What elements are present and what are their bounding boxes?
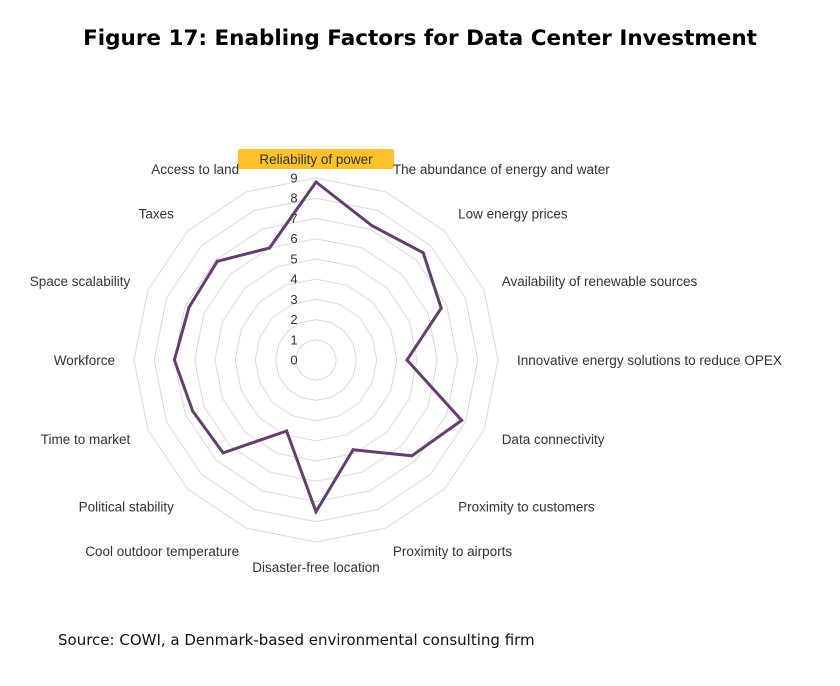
data-point xyxy=(460,418,464,422)
tick-label: 6 xyxy=(290,231,297,246)
category-label: Proximity to customers xyxy=(458,499,595,514)
category-label: Time to market xyxy=(41,432,131,447)
data-point xyxy=(268,246,272,250)
grid-ring xyxy=(153,197,479,523)
category-label: Availability of renewable sources xyxy=(502,274,698,289)
grid-ring xyxy=(133,177,499,543)
tick-label: 1 xyxy=(290,332,297,347)
tick-label: 9 xyxy=(290,171,297,186)
grid-ring xyxy=(295,339,337,381)
tick-label: 7 xyxy=(290,211,297,226)
tick-label: 3 xyxy=(290,292,297,307)
chart-title: Figure 17: Enabling Factors for Data Cen… xyxy=(83,26,757,51)
category-label: The abundance of energy and water xyxy=(393,162,610,177)
highlight-box xyxy=(238,149,394,169)
radial-tick-labels: 0 1 2 3 4 5 6 7 8 9 xyxy=(290,171,297,368)
tick-label: 8 xyxy=(290,191,297,206)
category-label: Proximity to airports xyxy=(393,544,513,559)
tick-label: 4 xyxy=(290,272,297,287)
category-label: Taxes xyxy=(139,207,175,222)
category-label: Cool outdoor temperature xyxy=(85,544,239,559)
category-label: Space scalability xyxy=(30,274,131,289)
data-point xyxy=(215,259,219,263)
data-point xyxy=(351,448,355,452)
data-point xyxy=(439,306,443,310)
category-label: Low energy prices xyxy=(458,207,568,222)
data-point xyxy=(285,429,289,433)
source-note: Source: COWI, a Denmark-based environmen… xyxy=(58,631,535,649)
data-point xyxy=(221,451,225,455)
data-point xyxy=(405,358,409,362)
category-label: Workforce xyxy=(54,353,115,368)
data-point xyxy=(370,224,374,227)
category-label: Disaster-free location xyxy=(252,560,380,575)
category-label: Data connectivity xyxy=(502,432,605,447)
tick-label: 2 xyxy=(290,312,297,327)
grid-ring xyxy=(194,238,438,482)
category-label: Innovative energy solutions to reduce OP… xyxy=(517,353,782,368)
data-point xyxy=(172,358,176,362)
category-label: Political stability xyxy=(79,499,175,514)
grid-ring xyxy=(254,298,378,422)
data-point xyxy=(314,510,318,514)
data-point xyxy=(421,251,425,255)
category-label: Reliability of power xyxy=(259,152,373,167)
radar-grid xyxy=(133,177,499,543)
grid-ring xyxy=(275,319,357,401)
data-point xyxy=(410,454,414,458)
data-point xyxy=(187,305,191,309)
grid-ring xyxy=(234,278,398,442)
tick-label: 5 xyxy=(290,251,297,266)
category-labels: Reliability of power The abundance of ene… xyxy=(30,149,782,575)
category-label: Access to land xyxy=(151,162,239,177)
series-layer xyxy=(172,179,464,516)
tick-label: 0 xyxy=(290,353,297,368)
data-point xyxy=(314,180,318,184)
grid-ring xyxy=(214,258,418,462)
data-point xyxy=(191,409,195,413)
